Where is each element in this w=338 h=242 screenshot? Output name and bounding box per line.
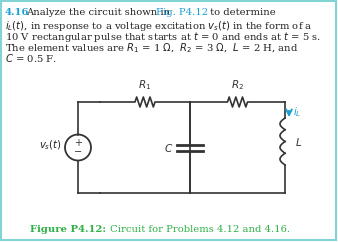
Text: +: + xyxy=(74,138,82,149)
Text: Fig. P4.12: Fig. P4.12 xyxy=(156,8,208,17)
Text: $C$ = 0.5 F.: $C$ = 0.5 F. xyxy=(5,52,57,64)
Text: Analyze the circuit shown in: Analyze the circuit shown in xyxy=(26,8,173,17)
Text: $i_L(t)$, in response to a voltage excitation $v_s(t)$ in the form of a: $i_L(t)$, in response to a voltage excit… xyxy=(5,19,313,33)
Text: $R_2$: $R_2$ xyxy=(231,78,244,92)
Text: $C$: $C$ xyxy=(164,142,173,153)
Text: Figure P4.12:: Figure P4.12: xyxy=(30,225,106,234)
Text: $R_1$: $R_1$ xyxy=(138,78,152,92)
Text: 10 V rectangular pulse that starts at $t$ = 0 and ends at $t$ = 5 s.: 10 V rectangular pulse that starts at $t… xyxy=(5,30,321,44)
Text: The element values are $R_1$ = 1 $\Omega$,  $R_2$ = 3 $\Omega$,  $L$ = 2 H, and: The element values are $R_1$ = 1 $\Omega… xyxy=(5,41,298,55)
FancyBboxPatch shape xyxy=(1,1,336,240)
Text: $i_L$: $i_L$ xyxy=(293,105,301,119)
Text: to determine: to determine xyxy=(207,8,276,17)
Text: $v_s(t)$: $v_s(t)$ xyxy=(39,139,62,152)
Text: $L$: $L$ xyxy=(295,136,302,148)
Text: Circuit for Problems 4.12 and 4.16.: Circuit for Problems 4.12 and 4.16. xyxy=(107,225,290,234)
Text: −: − xyxy=(74,148,82,158)
Text: 4.16: 4.16 xyxy=(5,8,29,17)
